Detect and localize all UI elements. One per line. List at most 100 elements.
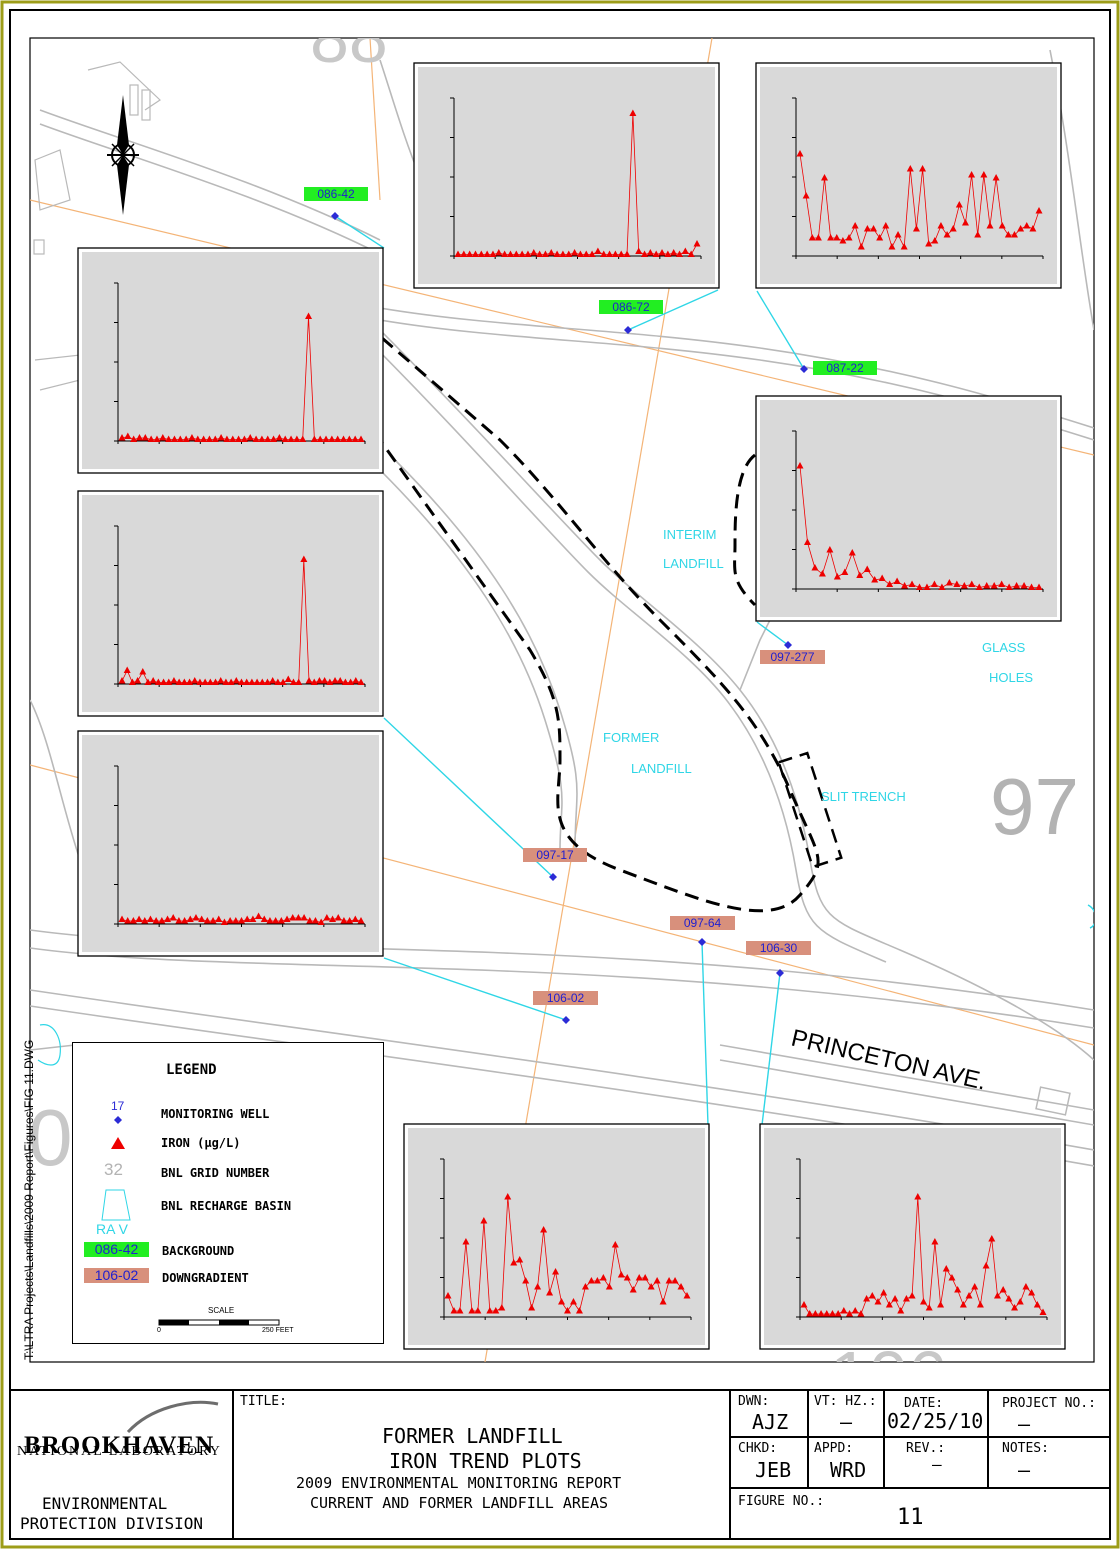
- label-glass-1: GLASS: [982, 640, 1026, 655]
- iron-data-point: [954, 1286, 962, 1293]
- iron-data-point: [186, 678, 194, 685]
- interim-landfill-boundary: [733, 453, 757, 607]
- iron-data-point: [211, 435, 219, 442]
- legend-iron-label: IRON (µg/L): [161, 1136, 241, 1150]
- iron-data-point: [118, 915, 126, 922]
- iron-data-point: [569, 1298, 577, 1305]
- iron-data-point: [821, 174, 829, 181]
- legend-scale-label: SCALE: [208, 1306, 235, 1315]
- project-value: –: [1018, 1412, 1031, 1436]
- well-tag-106-02[interactable]: 106-02: [533, 991, 598, 1005]
- iron-data-point: [275, 434, 283, 441]
- iron-data-point: [169, 914, 177, 921]
- iron-data-point: [118, 434, 126, 441]
- iron-data-point: [128, 678, 136, 685]
- iron-data-point: [990, 582, 998, 589]
- iron-data-point: [851, 1307, 859, 1314]
- iron-data-point: [147, 435, 155, 442]
- iron-data-point: [863, 565, 871, 572]
- iron-data-point: [504, 1193, 512, 1200]
- iron-data-point: [880, 1289, 888, 1296]
- figure-label: FIGURE NO.:: [738, 1494, 825, 1509]
- iron-data-point: [255, 912, 263, 919]
- iron-data-point: [164, 915, 172, 922]
- iron-data-point: [170, 677, 178, 684]
- iron-data-point: [942, 1265, 950, 1272]
- iron-data-point: [953, 580, 961, 587]
- iron-data-point: [803, 538, 811, 545]
- iron-data-point: [322, 435, 330, 442]
- iron-data-point: [283, 915, 291, 922]
- iron-data-point: [925, 1304, 933, 1311]
- iron-data-point: [357, 678, 365, 685]
- iron-data-point: [1017, 225, 1025, 232]
- iron-data-point: [906, 165, 914, 172]
- iron-data-point: [279, 678, 287, 685]
- iron-data-point: [828, 1310, 836, 1317]
- plot-background: [418, 67, 715, 284]
- iron-data-point: [248, 678, 256, 685]
- iron-data-point: [253, 678, 261, 685]
- well-tag-097-277[interactable]: 097-277: [760, 650, 825, 664]
- iron-data-point: [139, 668, 147, 675]
- title-line1: FORMER LANDFILL: [382, 1424, 563, 1448]
- iron-data-point: [357, 917, 365, 924]
- well-tag-106-30[interactable]: 106-30: [746, 941, 811, 955]
- iron-data-point: [188, 434, 196, 441]
- iron-data-point: [516, 1256, 524, 1263]
- iron-data-point: [321, 677, 329, 684]
- iron-data-point: [900, 243, 908, 250]
- iron-data-point: [1029, 225, 1037, 232]
- iron-data-point: [623, 1274, 631, 1281]
- iron-data-point: [988, 1235, 996, 1242]
- iron-data-point: [658, 249, 666, 256]
- iron-data-point: [170, 435, 178, 442]
- well-tag-097-17[interactable]: 097-17: [523, 848, 587, 862]
- plot-background: [764, 1128, 1061, 1345]
- iron-data-point: [468, 1307, 476, 1314]
- iron-data-point: [908, 580, 916, 587]
- iron-data-point: [263, 678, 271, 685]
- label-slit-trench: SLIT TRENCH: [821, 789, 906, 804]
- legend-box: [72, 1042, 384, 1344]
- well-tag-086-42[interactable]: 086-42: [304, 187, 368, 201]
- iron-data-point: [814, 234, 822, 241]
- iron-data-point: [209, 917, 217, 924]
- iron-data-point: [968, 171, 976, 178]
- iron-data-point: [965, 1292, 973, 1299]
- iron-data-point: [960, 582, 968, 589]
- well-tag-087-22[interactable]: 087-22: [813, 361, 877, 375]
- iron-data-point: [808, 234, 816, 241]
- iron-data-point: [599, 1274, 607, 1281]
- legend-scale-end: 250 FEET: [262, 1327, 294, 1334]
- iron-data-point: [130, 435, 138, 442]
- iron-data-point: [192, 914, 200, 921]
- iron-data-point: [149, 677, 157, 684]
- iron-data-point: [959, 1301, 967, 1308]
- label-former-1: FORMER: [603, 730, 660, 745]
- iron-data-point: [287, 435, 295, 442]
- iron-data-point: [564, 1307, 571, 1314]
- iron-data-point: [659, 1298, 667, 1305]
- title-label: TITLE:: [240, 1394, 287, 1409]
- iron-data-point: [559, 250, 567, 257]
- title-line3: 2009 ENVIRONMENTAL MONITORING REPORT: [296, 1474, 622, 1492]
- iron-data-point: [919, 165, 927, 172]
- iron-data-point: [986, 222, 994, 229]
- well-tag-086-72[interactable]: 086-72: [599, 300, 663, 314]
- iron-data-point: [227, 678, 235, 685]
- iron-data-point: [141, 434, 149, 441]
- iron-data-point: [264, 435, 272, 442]
- iron-data-point: [558, 1298, 566, 1305]
- iron-data-point: [863, 1295, 871, 1302]
- iron-data-point: [346, 917, 354, 924]
- iron-data-point: [258, 678, 266, 685]
- well-tag-097-64[interactable]: 097-64: [670, 916, 735, 930]
- plot-background: [408, 1128, 705, 1345]
- iron-data-point: [226, 917, 234, 924]
- iron-data-point: [124, 432, 132, 439]
- iron-data-point: [846, 1310, 854, 1317]
- iron-data-point: [617, 250, 625, 257]
- iron-data-point: [129, 917, 137, 924]
- iron-data-point: [269, 677, 277, 684]
